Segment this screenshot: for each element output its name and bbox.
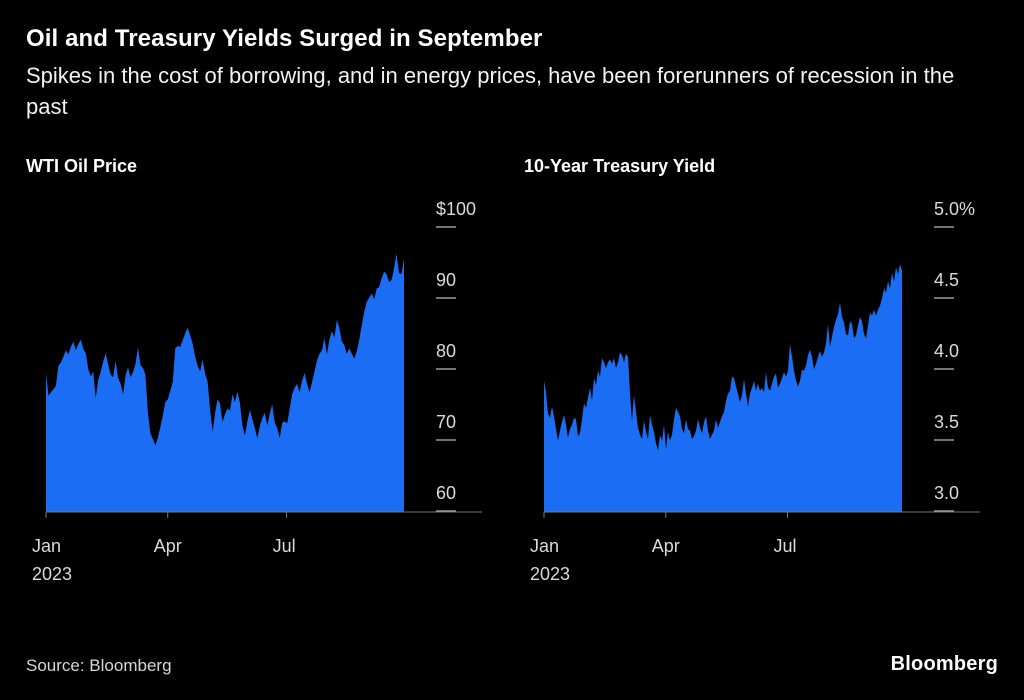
y-tick-label: 4.5 — [934, 270, 959, 290]
wti-oil-chart-title: WTI Oil Price — [26, 156, 138, 177]
chart-panel-wti-oil: WTI Oil Price $100 90 80 70 60 Jan 2023 Apr Jul — [26, 156, 492, 592]
y-tick-label: 80 — [436, 341, 456, 361]
y-tick-label: 60 — [436, 483, 456, 503]
y-tick-label: 4.0 — [934, 341, 959, 361]
wti-oil-chart-plot: $100 90 80 70 60 Jan 2023 Apr Jul — [26, 189, 492, 592]
page-title: Oil and Treasury Yields Surged in Septem… — [26, 25, 543, 52]
charts-row: WTI Oil Price $100 90 80 70 60 Jan 2023 Apr Jul … — [0, 122, 1024, 592]
y-tick-label: 3.5 — [934, 412, 959, 432]
chart-panel-treasury-yield: 10-Year Treasury Yield 5.0% 4.5 4.0 3.5 3.0 J… — [524, 156, 990, 592]
page-subtitle: Spikes in the cost of borrowing, and in … — [26, 63, 955, 120]
treasury-yield-chart-plot: 5.0% 4.5 4.0 3.5 3.0 Jan 2023 Apr Jul — [524, 189, 990, 592]
x-tick-label: 2023 — [530, 564, 570, 584]
chart-header: Oil and Treasury Yields Surged in Septem… — [0, 0, 1024, 122]
treasury-yield-chart-title: 10-Year Treasury Yield — [524, 156, 716, 177]
y-tick-label: 90 — [436, 270, 456, 290]
x-tick-label: Jul — [773, 536, 796, 556]
wti-oil-price-svg: $100 90 80 70 60 Jan 2023 Apr Jul — [32, 199, 482, 584]
y-tick-label: $100 — [436, 199, 476, 219]
chart-footer: Source: Bloomberg Bloomberg — [0, 653, 1024, 700]
ten-year-treasury-yield-svg: 5.0% 4.5 4.0 3.5 3.0 Jan 2023 Apr Jul — [530, 199, 980, 584]
x-tick-label: Jan — [32, 536, 61, 556]
wti-oil-price-area-series — [46, 254, 404, 513]
x-tick-label: 2023 — [32, 564, 72, 584]
y-tick-label: 70 — [436, 412, 456, 432]
ten-year-treasury-yield-area-series — [544, 264, 902, 513]
y-tick-label: 5.0% — [934, 199, 975, 219]
source-credit: Source: Bloomberg — [26, 656, 172, 675]
x-tick-label: Apr — [652, 536, 680, 556]
bloomberg-logo: Bloomberg — [890, 653, 998, 675]
x-tick-label: Apr — [154, 536, 182, 556]
y-tick-label: 3.0 — [934, 483, 959, 503]
x-tick-label: Jan — [530, 536, 559, 556]
x-tick-label: Jul — [273, 536, 296, 556]
